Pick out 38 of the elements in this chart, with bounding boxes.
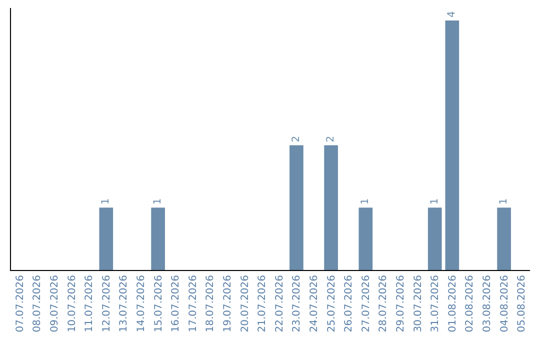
x-tick-label: 26.07.2026 xyxy=(344,275,355,332)
x-tick-label: 11.07.2026 xyxy=(84,275,96,332)
x-tick-label: 16.07.2026 xyxy=(170,275,182,332)
x-tick-label: 03.08.2026 xyxy=(482,275,493,332)
x-tick-label: 31.07.2026 xyxy=(430,275,442,332)
data-label: 1 xyxy=(152,198,164,205)
x-tick-label: 28.07.2026 xyxy=(378,275,390,332)
x-tick-label: 14.07.2026 xyxy=(136,275,147,332)
data-label: 2 xyxy=(326,136,337,142)
data-label: 1 xyxy=(498,198,510,205)
x-tick-label: 30.07.2026 xyxy=(412,275,424,332)
data-label: 2 xyxy=(290,136,302,142)
x-tick-label: 23.07.2026 xyxy=(292,275,303,332)
x-tick-label: 27.07.2026 xyxy=(360,275,372,332)
x-tick-label: 12.07.2026 xyxy=(101,275,112,332)
x-tick-label: 10.07.2026 xyxy=(66,275,78,332)
x-tick-label: 19.07.2026 xyxy=(222,275,234,332)
x-tick-label: 25.07.2026 xyxy=(326,275,338,332)
x-tick-label: 17.07.2026 xyxy=(188,275,199,332)
data-label: 1 xyxy=(100,198,112,205)
x-tick-label: 04.08.2026 xyxy=(499,275,510,332)
x-tick-label: 09.07.2026 xyxy=(50,275,60,332)
data-label: 1 xyxy=(429,198,440,205)
x-tick-label: 21.07.2026 xyxy=(257,275,268,332)
x-tick-label: 07.07.2026 xyxy=(14,275,26,332)
x-tick-label: 18.07.2026 xyxy=(205,275,216,332)
x-tick-label: 01.08.2026 xyxy=(447,275,458,332)
x-tick-label: 20.07.2026 xyxy=(240,275,251,332)
x-tick-label: 08.07.2026 xyxy=(32,275,44,332)
x-tick-label: 13.07.2026 xyxy=(118,275,130,332)
x-tick-label: 02.08.2026 xyxy=(464,275,476,332)
data-label: 1 xyxy=(360,198,372,205)
data-label: 4 xyxy=(446,11,458,18)
x-tick-label: 24.07.2026 xyxy=(309,275,320,332)
x-tick-label: 22.07.2026 xyxy=(274,275,286,332)
x-tick-label: 15.07.2026 xyxy=(153,275,164,332)
x-tick-label: 05.08.2026 xyxy=(516,275,528,332)
x-tick-label: 29.07.2026 xyxy=(396,275,406,332)
